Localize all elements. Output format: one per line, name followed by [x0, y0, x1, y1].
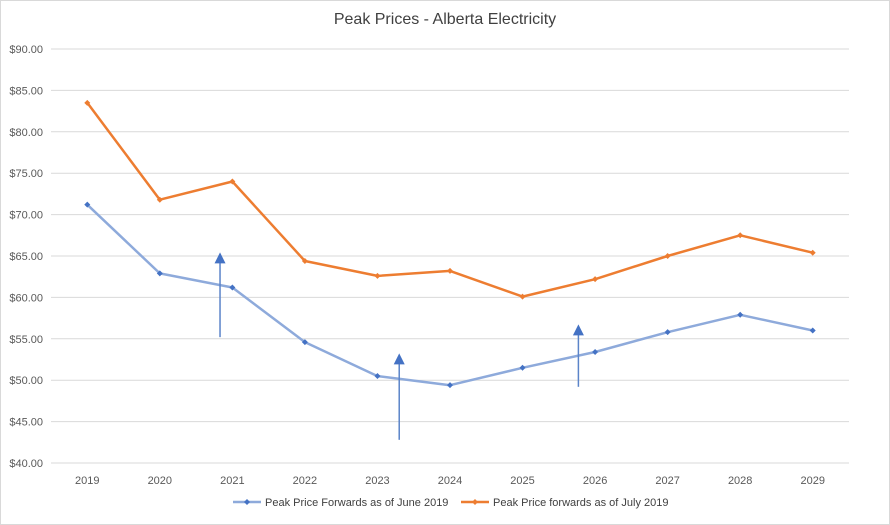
data-point — [737, 311, 744, 318]
x-tick-label: 2020 — [148, 475, 172, 487]
annotation-arrows — [214, 252, 584, 440]
y-axis-ticks: $40.00 $45.00 $50.00 $55.00 $60.00 $65.00 $70.… — [9, 44, 43, 470]
series-lines — [84, 99, 816, 389]
y-tick-label: $65.00 — [9, 251, 43, 263]
x-tick-label: 2022 — [293, 475, 317, 487]
legend-item-1: Peak Price Forwards as of June 2019 — [233, 497, 448, 509]
data-point — [229, 284, 236, 291]
data-point — [592, 349, 599, 356]
data-point — [84, 201, 91, 208]
data-point — [374, 272, 381, 279]
data-point — [84, 99, 91, 106]
y-tick-label: $75.00 — [9, 168, 43, 180]
x-tick-label: 2023 — [365, 475, 389, 487]
series-1 — [84, 201, 816, 389]
x-tick-label: 2028 — [728, 475, 752, 487]
chart-title: Peak Prices - Alberta Electricity — [333, 11, 557, 28]
legend-item-2: Peak Price forwards as of July 2019 — [461, 497, 668, 509]
series-2 — [84, 99, 816, 300]
x-tick-label: 2027 — [655, 475, 679, 487]
x-tick-label: 2029 — [800, 475, 824, 487]
x-tick-label: 2019 — [75, 475, 99, 487]
data-point — [447, 267, 453, 274]
y-tick-label: $40.00 — [9, 458, 43, 470]
legend-label: Peak Price forwards as of July 2019 — [493, 497, 668, 509]
y-tick-label: $90.00 — [9, 44, 43, 56]
data-point — [301, 257, 308, 264]
annotation-arrow-head — [393, 353, 405, 365]
data-point — [809, 327, 816, 334]
x-axis-ticks: 2019 2020 2021 2022 2023 2024 2025 2026 2027 2028… — [75, 475, 825, 487]
data-point — [374, 373, 381, 380]
data-point — [737, 232, 744, 239]
x-tick-label: 2021 — [220, 475, 244, 487]
series-line — [86, 203, 813, 387]
legend-marker — [472, 499, 478, 505]
legend: Peak Price Forwards as of June 2019 Peak … — [233, 497, 668, 509]
data-point — [592, 276, 599, 283]
y-tick-label: $55.00 — [9, 334, 43, 346]
y-tick-label: $80.00 — [9, 127, 43, 139]
annotation-arrow-head — [572, 324, 584, 336]
data-point — [156, 196, 163, 203]
y-tick-label: $85.00 — [9, 85, 43, 97]
legend-label: Peak Price Forwards as of June 2019 — [265, 497, 448, 509]
data-point — [519, 364, 526, 371]
x-tick-label: 2026 — [583, 475, 607, 487]
annotation-arrow-head — [214, 252, 226, 264]
x-tick-label: 2024 — [438, 475, 462, 487]
legend-marker — [244, 499, 250, 505]
y-tick-label: $60.00 — [9, 292, 43, 304]
data-point — [447, 382, 453, 389]
data-point — [519, 293, 526, 300]
data-point — [664, 253, 671, 259]
x-tick-label: 2025 — [510, 475, 534, 487]
data-point — [229, 178, 236, 185]
y-tick-label: $70.00 — [9, 210, 43, 222]
data-point — [156, 270, 163, 277]
data-point — [809, 249, 816, 256]
data-point — [664, 329, 671, 336]
y-tick-label: $45.00 — [9, 417, 43, 429]
y-tick-label: $50.00 — [9, 375, 43, 387]
gridlines — [51, 48, 849, 464]
data-point — [301, 339, 308, 346]
